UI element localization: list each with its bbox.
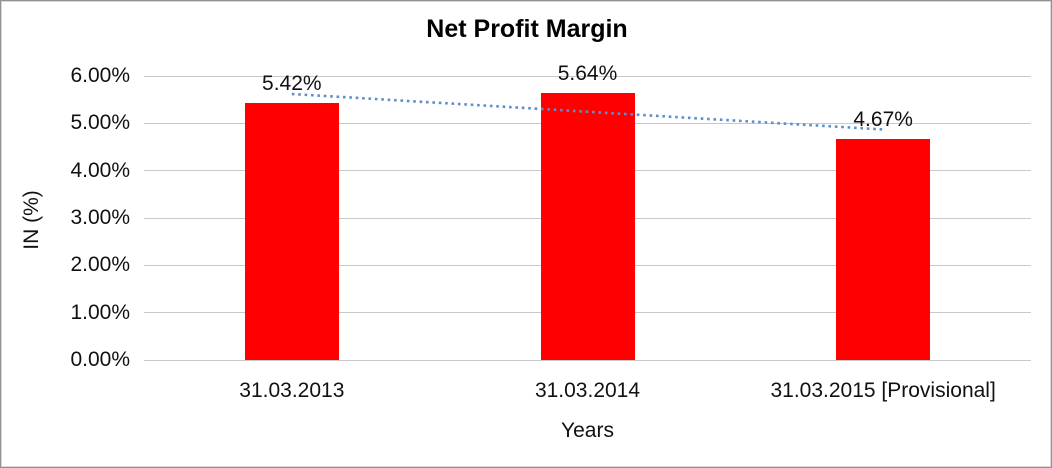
x-axis-category-label: 31.03.2015 [Provisional] bbox=[770, 379, 996, 402]
bar-1 bbox=[540, 93, 635, 360]
bar-0 bbox=[244, 103, 339, 360]
plot-area: 5.42% 5.64% 4.67% bbox=[144, 62, 1031, 361]
gridline bbox=[144, 75, 1031, 77]
bar-data-label: 4.67% bbox=[853, 107, 913, 131]
x-axis-category-label: 31.03.2013 bbox=[239, 379, 345, 402]
bar-2 bbox=[836, 138, 931, 360]
x-axis-category-label: 31.03.2014 bbox=[534, 379, 641, 402]
y-axis-tick-label: 5.00% bbox=[70, 111, 130, 135]
y-axis-tick-label: 6.00% bbox=[70, 64, 130, 87]
y-axis-tick-label: 0.00% bbox=[70, 348, 130, 371]
x-axis-title: Years bbox=[561, 419, 614, 442]
trendline-dotted-line bbox=[291, 92, 884, 131]
chart-title: Net Profit Margin bbox=[426, 15, 628, 43]
y-axis-tick-label: 4.00% bbox=[70, 158, 130, 182]
gridline bbox=[144, 359, 1031, 361]
y-axis-tick-label: 3.00% bbox=[70, 206, 130, 229]
y-axis-tick-label: 1.00% bbox=[70, 300, 130, 324]
bar-data-label: 5.42% bbox=[262, 72, 322, 96]
trendline bbox=[291, 92, 884, 131]
bar-data-label: 5.64% bbox=[557, 62, 618, 86]
y-axis-tick-label: 2.00% bbox=[70, 253, 130, 277]
